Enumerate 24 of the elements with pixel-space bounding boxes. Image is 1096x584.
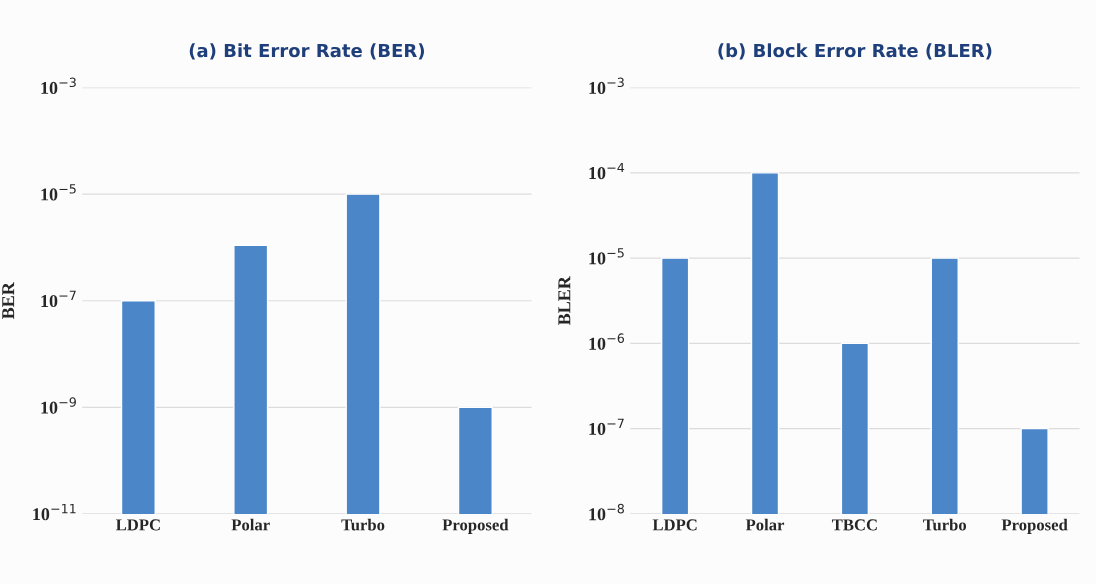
y-tick-label: 10$^{−3}$	[589, 77, 624, 95]
y-tick-label: 10$^{−6}$	[589, 333, 625, 350]
x-tick-label: Turbo	[341, 518, 385, 531]
y-tick-label: 10$^{−11}$	[33, 503, 76, 521]
x-tick-label: Polar	[745, 518, 785, 531]
x-tick-label: LDPC	[652, 519, 697, 531]
y-tick-label: 10$^{−4}$	[589, 162, 625, 180]
x-tick-label: Polar	[231, 518, 270, 531]
x-tick-label: LDPC	[115, 519, 160, 531]
chart-title: (a) Bit Error Rate (BER)	[189, 43, 424, 60]
y-tick-label: 10$^{−7}$	[589, 418, 624, 435]
y-tick-label: 10$^{−3}$	[41, 77, 76, 95]
x-tick-label: Turbo	[923, 518, 967, 531]
y-axis-title: BLER	[558, 276, 571, 326]
y-tick-label: 10$^{−9}$	[41, 397, 76, 414]
x-tick-label: TBCC	[831, 519, 877, 531]
y-tick-label: 10$^{−7}$	[41, 290, 76, 308]
y-tick-label: 10$^{−5}$	[41, 184, 76, 201]
x-tick-label: Proposed	[1001, 518, 1068, 534]
y-axis-title: BER	[2, 282, 15, 320]
y-tick-label: 10$^{−5}$	[589, 248, 624, 265]
chart-title: (b) Block Error Rate (BLER)	[718, 43, 992, 60]
x-tick-label: Proposed	[442, 518, 509, 534]
y-tick-label: 10$^{−8}$	[589, 503, 624, 521]
